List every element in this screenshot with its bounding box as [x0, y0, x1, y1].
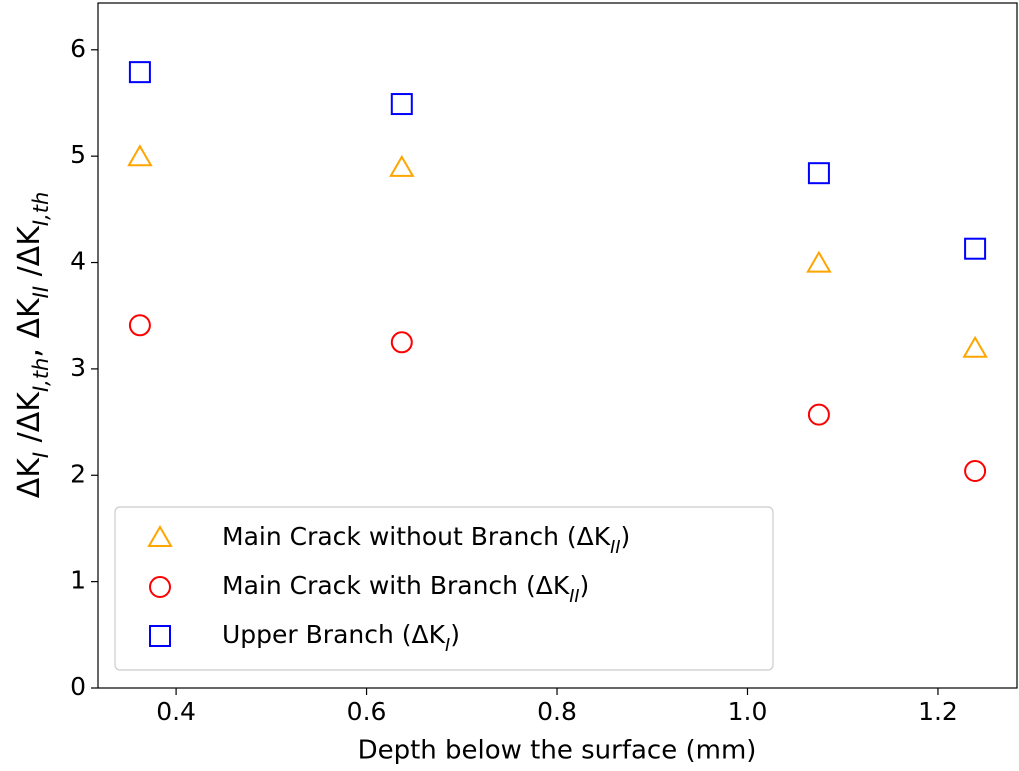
- x-tick-label: 0.4: [156, 697, 196, 726]
- marker: [128, 314, 151, 337]
- x-tick-label: 0.6: [347, 697, 387, 726]
- marker: [390, 93, 413, 116]
- legend-marker: [149, 576, 171, 598]
- marker: [128, 61, 151, 84]
- legend-box: [114, 506, 774, 671]
- x-tick-label: 0.8: [537, 697, 577, 726]
- x-axis-label: Depth below the surface (mm): [358, 736, 757, 766]
- marker: [962, 335, 988, 358]
- y-tick-label: 1: [70, 566, 86, 595]
- marker: [389, 154, 415, 177]
- marker: [806, 250, 832, 273]
- marker: [964, 460, 987, 483]
- y-axis-label: ΔKI /ΔKI,th, ΔKII /ΔKI,th: [12, 192, 54, 499]
- legend-marker: [149, 625, 171, 647]
- legend-label: Main Crack with Branch (ΔKII): [222, 571, 589, 607]
- marker: [807, 403, 830, 426]
- x-tick-label: 1.2: [918, 697, 958, 726]
- y-tick-label: 2: [70, 459, 86, 488]
- y-tick-label: 4: [70, 247, 86, 276]
- legend-label: Upper Branch (ΔKI): [222, 620, 460, 656]
- y-tick-label: 6: [70, 34, 86, 63]
- marker: [127, 144, 153, 167]
- y-tick-label: 0: [70, 672, 86, 701]
- legend-label: Main Crack without Branch (ΔKII): [222, 522, 630, 558]
- legend-marker: [147, 525, 173, 547]
- x-tick-label: 1.0: [728, 697, 768, 726]
- marker: [964, 237, 987, 260]
- marker: [390, 331, 413, 354]
- y-tick-label: 5: [70, 140, 86, 169]
- marker: [807, 162, 830, 185]
- y-tick-label: 3: [70, 353, 86, 382]
